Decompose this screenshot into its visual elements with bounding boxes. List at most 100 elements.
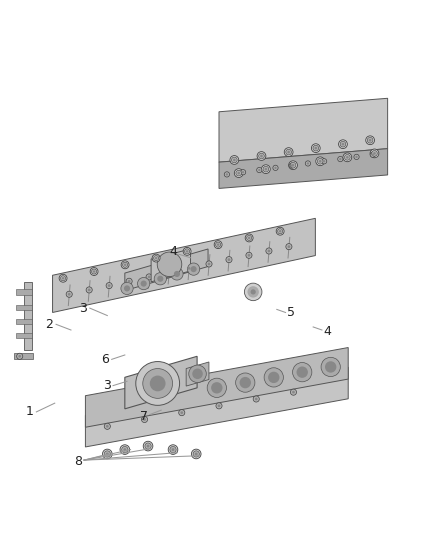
Circle shape: [90, 268, 98, 276]
Circle shape: [242, 171, 244, 173]
Circle shape: [339, 140, 347, 149]
Circle shape: [186, 250, 188, 253]
Circle shape: [191, 266, 197, 272]
Circle shape: [366, 136, 374, 144]
Circle shape: [180, 411, 183, 414]
Circle shape: [255, 398, 258, 400]
Circle shape: [234, 169, 243, 177]
Circle shape: [346, 156, 349, 159]
Circle shape: [154, 255, 159, 261]
Circle shape: [266, 248, 272, 254]
Circle shape: [325, 361, 336, 373]
Polygon shape: [14, 353, 33, 359]
Text: 8: 8: [74, 455, 82, 468]
Circle shape: [187, 267, 191, 270]
Circle shape: [305, 161, 311, 166]
Circle shape: [166, 270, 172, 276]
Circle shape: [273, 165, 278, 171]
Circle shape: [230, 156, 239, 164]
Text: 1: 1: [26, 406, 34, 418]
Circle shape: [106, 282, 112, 289]
Circle shape: [141, 416, 148, 423]
Polygon shape: [16, 289, 32, 295]
Circle shape: [62, 277, 64, 279]
Circle shape: [124, 264, 126, 266]
Circle shape: [247, 286, 259, 297]
Circle shape: [258, 169, 261, 171]
Circle shape: [248, 237, 251, 239]
Circle shape: [60, 276, 66, 281]
Circle shape: [251, 289, 256, 295]
Text: 5: 5: [287, 306, 295, 319]
Circle shape: [171, 268, 183, 280]
Circle shape: [195, 453, 198, 455]
Circle shape: [297, 367, 308, 378]
Circle shape: [289, 163, 294, 168]
Circle shape: [208, 263, 210, 265]
Circle shape: [228, 259, 230, 261]
Polygon shape: [186, 362, 209, 386]
Circle shape: [138, 278, 150, 290]
Circle shape: [240, 169, 246, 175]
Polygon shape: [151, 249, 191, 282]
Polygon shape: [85, 367, 348, 447]
Text: 3: 3: [103, 379, 111, 392]
Circle shape: [245, 234, 253, 242]
Circle shape: [371, 154, 374, 156]
Circle shape: [106, 453, 109, 455]
Circle shape: [189, 365, 206, 383]
Circle shape: [314, 147, 317, 149]
Circle shape: [253, 396, 259, 402]
Circle shape: [237, 172, 240, 174]
Polygon shape: [85, 348, 348, 427]
Circle shape: [342, 143, 344, 146]
Circle shape: [321, 357, 340, 377]
Circle shape: [168, 445, 178, 455]
Circle shape: [231, 157, 237, 163]
Circle shape: [258, 153, 264, 159]
Circle shape: [193, 451, 199, 457]
Circle shape: [261, 165, 270, 174]
Circle shape: [93, 270, 95, 273]
Circle shape: [102, 449, 112, 459]
Text: 4: 4: [324, 325, 332, 338]
Circle shape: [290, 389, 297, 395]
Circle shape: [215, 242, 221, 247]
Circle shape: [145, 443, 151, 449]
Circle shape: [92, 269, 97, 274]
Circle shape: [168, 271, 170, 274]
Circle shape: [264, 368, 283, 387]
Circle shape: [170, 447, 176, 453]
Circle shape: [268, 372, 279, 383]
Circle shape: [143, 418, 146, 421]
Circle shape: [246, 252, 252, 259]
Circle shape: [289, 161, 297, 169]
Polygon shape: [16, 304, 32, 310]
Circle shape: [186, 265, 192, 271]
Circle shape: [367, 138, 373, 143]
Circle shape: [172, 448, 174, 451]
Circle shape: [311, 144, 320, 152]
Text: 2: 2: [45, 318, 53, 331]
Circle shape: [307, 162, 309, 165]
Circle shape: [66, 291, 72, 297]
Circle shape: [104, 423, 110, 430]
Circle shape: [59, 274, 67, 282]
Circle shape: [214, 241, 222, 248]
Circle shape: [279, 230, 281, 232]
Circle shape: [244, 283, 262, 301]
Circle shape: [86, 287, 92, 293]
Circle shape: [174, 271, 180, 277]
Circle shape: [290, 165, 293, 167]
Circle shape: [154, 273, 166, 285]
Circle shape: [143, 441, 153, 451]
Circle shape: [120, 445, 130, 455]
Circle shape: [373, 152, 376, 155]
Circle shape: [344, 155, 350, 160]
Circle shape: [18, 355, 21, 358]
Circle shape: [263, 166, 268, 172]
Circle shape: [206, 261, 212, 267]
Circle shape: [224, 172, 230, 177]
Circle shape: [226, 256, 232, 263]
Text: 6: 6: [101, 353, 109, 366]
